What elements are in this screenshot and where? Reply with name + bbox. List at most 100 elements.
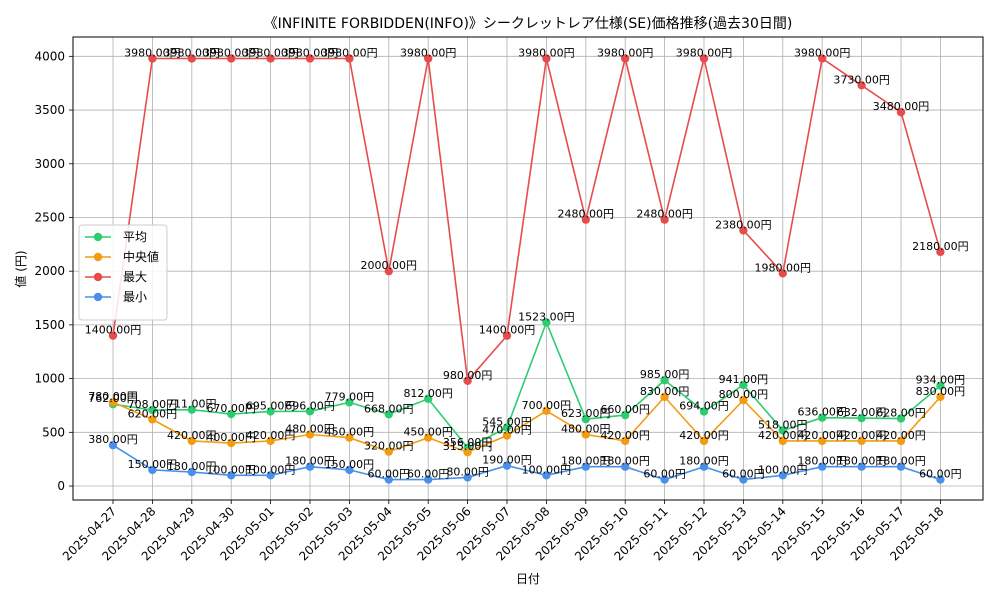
data-point bbox=[818, 54, 827, 63]
legend-marker bbox=[93, 292, 103, 302]
y-tick-label: 3000 bbox=[34, 157, 65, 171]
data-label: 800.00円 bbox=[719, 388, 769, 401]
data-point bbox=[936, 381, 945, 390]
data-label: 3980.00円 bbox=[794, 46, 851, 59]
data-label: 180.00円 bbox=[837, 455, 887, 468]
data-point bbox=[699, 407, 709, 416]
y-tick-label: 4000 bbox=[34, 49, 65, 63]
data-point bbox=[936, 475, 945, 484]
data-point bbox=[227, 409, 236, 419]
data-label: 3980.00円 bbox=[597, 46, 654, 59]
data-point bbox=[739, 226, 748, 235]
data-point bbox=[424, 433, 433, 442]
data-label: 941.00円 bbox=[719, 373, 769, 386]
series-line bbox=[112, 395, 941, 454]
data-point bbox=[896, 436, 906, 446]
data-label: 668.00円 bbox=[364, 402, 414, 415]
data-point bbox=[148, 415, 157, 424]
data-point bbox=[896, 462, 906, 471]
data-point bbox=[542, 54, 551, 63]
data-point bbox=[857, 436, 866, 446]
data-point bbox=[227, 54, 236, 63]
data-point bbox=[542, 471, 551, 480]
data-point bbox=[542, 318, 551, 327]
series-line bbox=[112, 444, 941, 481]
data-label: 100.00円 bbox=[246, 463, 296, 476]
data-label: 180.00円 bbox=[797, 455, 847, 468]
data-label: 80.00円 bbox=[446, 465, 489, 478]
data-label: 450.00円 bbox=[403, 426, 453, 439]
data-label: 1400.00円 bbox=[85, 324, 142, 337]
data-label: 180.00円 bbox=[600, 455, 650, 468]
data-label: 100.00円 bbox=[758, 463, 808, 476]
y-tick-label: 3500 bbox=[34, 103, 65, 117]
data-point bbox=[384, 475, 393, 484]
data-label: 518.00円 bbox=[758, 418, 808, 431]
data-point bbox=[266, 407, 275, 416]
data-label: 60.00円 bbox=[368, 468, 411, 481]
data-label: 420.00円 bbox=[679, 429, 729, 442]
series-layer bbox=[108, 54, 945, 484]
data-label: 660.00円 bbox=[600, 403, 650, 416]
data-point bbox=[778, 269, 787, 278]
data-point bbox=[936, 247, 945, 257]
data-point bbox=[384, 447, 393, 456]
chart-title: 《INFINITE FORBIDDEN(INFO)》シークレットレア仕様(SE)… bbox=[264, 16, 793, 32]
data-label: 700.00円 bbox=[522, 399, 572, 412]
data-label: 985.00円 bbox=[640, 368, 690, 381]
data-label: 190.00円 bbox=[482, 454, 532, 467]
data-label: 628.00円 bbox=[876, 407, 926, 420]
data-point bbox=[345, 433, 354, 442]
legend-marker bbox=[93, 252, 103, 262]
data-label: 670.00円 bbox=[206, 402, 256, 415]
data-point bbox=[660, 392, 669, 402]
data-label: 620.00円 bbox=[128, 407, 178, 420]
data-point bbox=[502, 431, 512, 440]
data-point bbox=[778, 436, 787, 446]
data-label: 1980.00円 bbox=[755, 261, 812, 274]
data-label: 3980.00円 bbox=[124, 46, 181, 59]
y-tick-label: 500 bbox=[42, 425, 65, 439]
y-tick-label: 1500 bbox=[34, 318, 65, 332]
data-label: 180.00円 bbox=[679, 455, 729, 468]
data-label: 812.00円 bbox=[403, 387, 453, 400]
data-point bbox=[305, 407, 315, 416]
data-label: 420.00円 bbox=[876, 429, 926, 442]
data-labels: 762.00円708.00円711.00円670.00円695.00円696.0… bbox=[85, 46, 969, 480]
data-point bbox=[345, 54, 354, 63]
data-point bbox=[818, 436, 827, 446]
data-point bbox=[345, 465, 354, 475]
data-point bbox=[818, 413, 827, 422]
y-tick-label: 2000 bbox=[34, 264, 65, 278]
data-point bbox=[857, 81, 866, 90]
data-point bbox=[227, 471, 236, 480]
data-point bbox=[699, 436, 709, 446]
series-line bbox=[112, 57, 942, 383]
data-label: 480.00円 bbox=[285, 422, 335, 435]
data-label: 830.00円 bbox=[916, 385, 966, 398]
data-point bbox=[542, 406, 551, 416]
data-point bbox=[739, 380, 748, 390]
data-label: 60.00円 bbox=[643, 468, 686, 481]
data-point bbox=[699, 54, 709, 63]
plot-frame bbox=[72, 36, 984, 501]
data-label: 636.00円 bbox=[797, 406, 847, 419]
data-label: 695.00円 bbox=[246, 399, 296, 412]
data-label: 3980.00円 bbox=[518, 46, 575, 59]
data-label: 3730.00円 bbox=[833, 73, 890, 86]
data-label: 632.00円 bbox=[837, 406, 887, 419]
data-label: 3980.00円 bbox=[676, 46, 733, 59]
data-label: 2480.00円 bbox=[636, 208, 693, 221]
data-point bbox=[108, 398, 118, 407]
data-label: 980.00円 bbox=[443, 369, 493, 382]
data-label: 130.00円 bbox=[167, 460, 217, 473]
y-tick-label: 1000 bbox=[34, 372, 65, 386]
data-point bbox=[818, 462, 827, 471]
series-line bbox=[112, 320, 941, 449]
data-label: 1400.00円 bbox=[479, 324, 536, 337]
data-label: 2380.00円 bbox=[715, 218, 772, 231]
data-point bbox=[660, 376, 669, 385]
data-label: 780.00円 bbox=[88, 390, 138, 403]
data-point bbox=[463, 447, 472, 457]
